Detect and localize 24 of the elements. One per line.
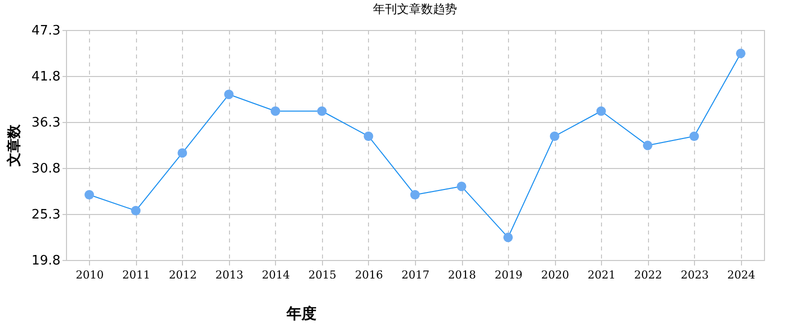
x-axis-title: 年度	[286, 304, 316, 322]
y-tick-label: 25.3	[32, 208, 60, 222]
x-tick-label: 2012	[168, 268, 197, 282]
chart-title: 年刊文章数趋势	[373, 2, 457, 16]
y-tick-label: 47.3	[32, 24, 60, 38]
y-tick-label: 30.8	[32, 162, 60, 176]
y-tick-label: 19.8	[32, 254, 60, 268]
x-tick-label: 2021	[588, 268, 616, 282]
x-tick-label: 2024	[727, 268, 756, 282]
x-tick-label: 2015	[308, 268, 336, 282]
y-tick-label: 36.3	[32, 116, 60, 130]
x-tick-label: 2023	[680, 268, 709, 282]
x-tick-label: 2010	[76, 268, 104, 282]
x-tick-label: 2022	[634, 268, 662, 282]
x-tick-label: 2017	[402, 268, 430, 282]
x-tick-label: 2016	[354, 268, 383, 282]
x-tick-label: 2013	[215, 268, 244, 282]
x-tick-label: 2011	[122, 268, 150, 282]
x-tick-label: 2020	[541, 268, 570, 282]
x-tick-label: 2014	[262, 268, 290, 282]
y-axis-title: 文章数	[6, 124, 23, 168]
x-tick-label: 2019	[494, 268, 523, 282]
x-tick-label: 2018	[448, 268, 476, 282]
y-tick-label: 41.8	[32, 70, 60, 84]
